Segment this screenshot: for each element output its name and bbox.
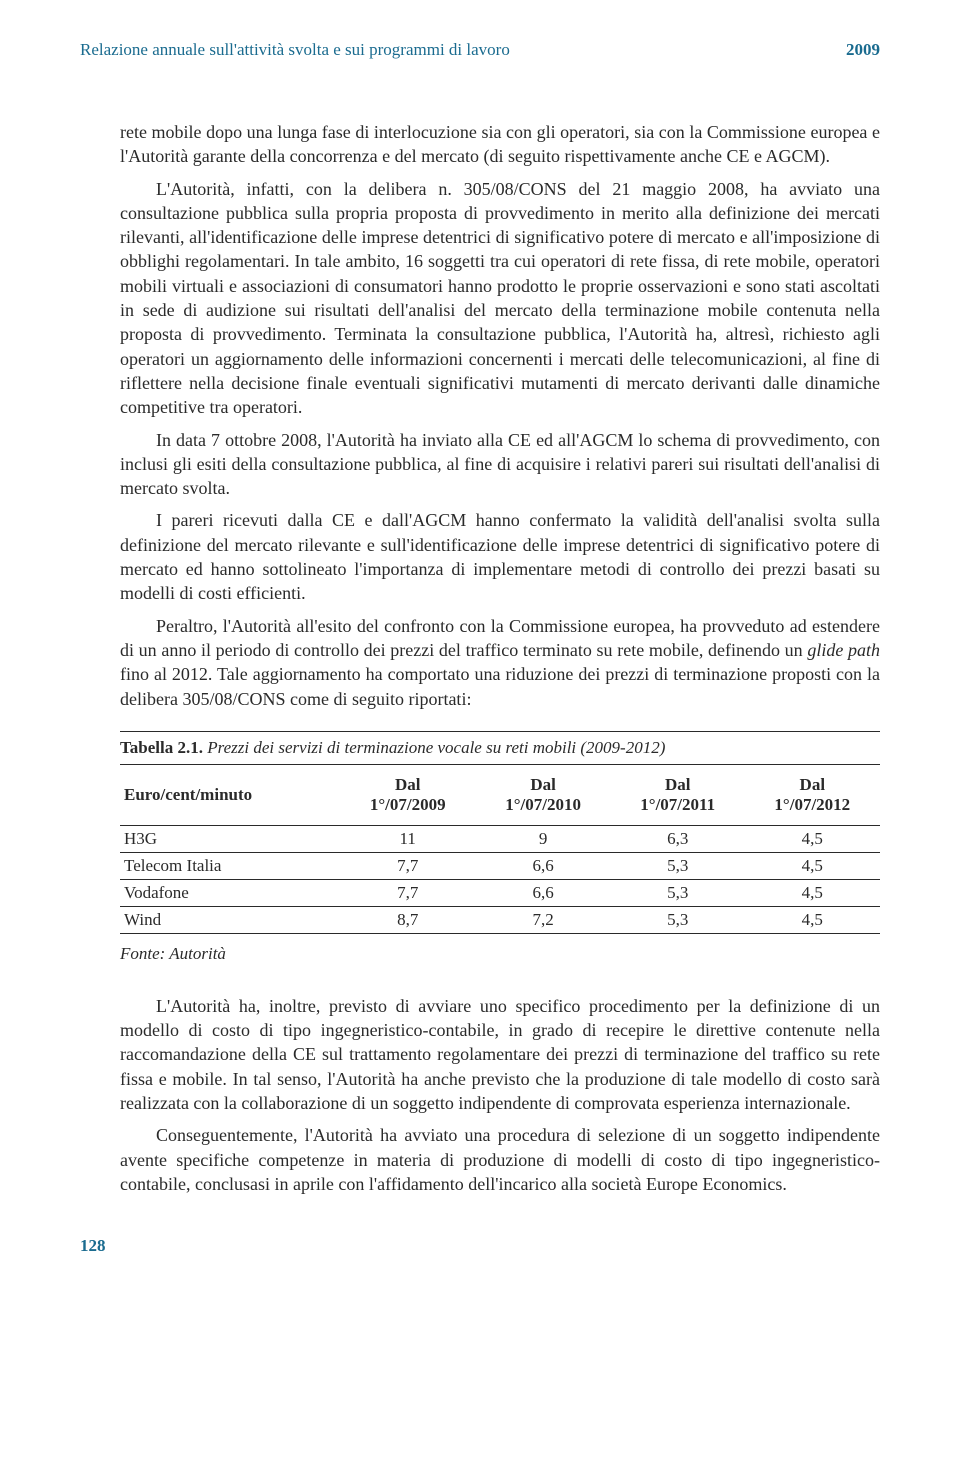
row-v1: 7,7 [340, 852, 475, 879]
body-content: rete mobile dopo una lunga fase di inter… [120, 120, 880, 711]
page-header: Relazione annuale sull'attività svolta e… [80, 40, 880, 72]
table-header-row: Euro/cent/minuto Dal1°/07/2009 Dal1°/07/… [120, 765, 880, 826]
row-v3: 5,3 [611, 906, 745, 933]
paragraph-7: Conseguentemente, l'Autorità ha avviato … [120, 1123, 880, 1196]
table-caption: Prezzi dei servizi di terminazione vocal… [203, 738, 665, 757]
paragraph-3: In data 7 ottobre 2008, l'Autorità ha in… [120, 428, 880, 501]
paragraph-5: Peraltro, l'Autorità all'esito del confr… [120, 614, 880, 711]
page-number: 128 [80, 1236, 880, 1256]
p5-italic: glide path [807, 640, 880, 660]
row-v3: 5,3 [611, 852, 745, 879]
row-name: Wind [120, 906, 340, 933]
header-title: Relazione annuale sull'attività svolta e… [80, 40, 510, 60]
row-v4: 4,5 [745, 879, 880, 906]
header-unit: Euro/cent/minuto [120, 765, 340, 826]
row-v4: 4,5 [745, 825, 880, 852]
header-col3: Dal1°/07/2011 [611, 765, 745, 826]
body-content-after: L'Autorità ha, inoltre, previsto di avvi… [120, 994, 880, 1196]
row-v1: 7,7 [340, 879, 475, 906]
row-v2: 6,6 [475, 852, 610, 879]
row-v2: 7,2 [475, 906, 610, 933]
row-name: Telecom Italia [120, 852, 340, 879]
price-table-container: Tabella 2.1. Prezzi dei servizi di termi… [120, 731, 880, 964]
row-v3: 6,3 [611, 825, 745, 852]
row-v1: 11 [340, 825, 475, 852]
p5-text-b: fino al 2012. Tale aggiornamento ha comp… [120, 664, 880, 708]
row-name: Vodafone [120, 879, 340, 906]
row-name: H3G [120, 825, 340, 852]
paragraph-4: I pareri ricevuti dalla CE e dall'AGCM h… [120, 508, 880, 605]
table-row: Wind 8,7 7,2 5,3 4,5 [120, 906, 880, 933]
table-row: H3G 11 9 6,3 4,5 [120, 825, 880, 852]
row-v3: 5,3 [611, 879, 745, 906]
paragraph-2: L'Autorità, infatti, con la delibera n. … [120, 177, 880, 420]
price-table: Euro/cent/minuto Dal1°/07/2009 Dal1°/07/… [120, 765, 880, 934]
paragraph-1: rete mobile dopo una lunga fase di inter… [120, 120, 880, 169]
row-v4: 4,5 [745, 852, 880, 879]
p5-text-a: Peraltro, l'Autorità all'esito del confr… [120, 616, 880, 660]
table-row: Telecom Italia 7,7 6,6 5,3 4,5 [120, 852, 880, 879]
row-v2: 9 [475, 825, 610, 852]
row-v1: 8,7 [340, 906, 475, 933]
table-number: Tabella 2.1. [120, 738, 203, 757]
table-source: Fonte: Autorità [120, 944, 880, 964]
row-v2: 6,6 [475, 879, 610, 906]
table-row: Vodafone 7,7 6,6 5,3 4,5 [120, 879, 880, 906]
table-title-row: Tabella 2.1. Prezzi dei servizi di termi… [120, 731, 880, 765]
header-col1: Dal1°/07/2009 [340, 765, 475, 826]
header-col4: Dal1°/07/2012 [745, 765, 880, 826]
header-year: 2009 [846, 40, 880, 60]
paragraph-6: L'Autorità ha, inoltre, previsto di avvi… [120, 994, 880, 1115]
header-col2: Dal1°/07/2010 [475, 765, 610, 826]
row-v4: 4,5 [745, 906, 880, 933]
